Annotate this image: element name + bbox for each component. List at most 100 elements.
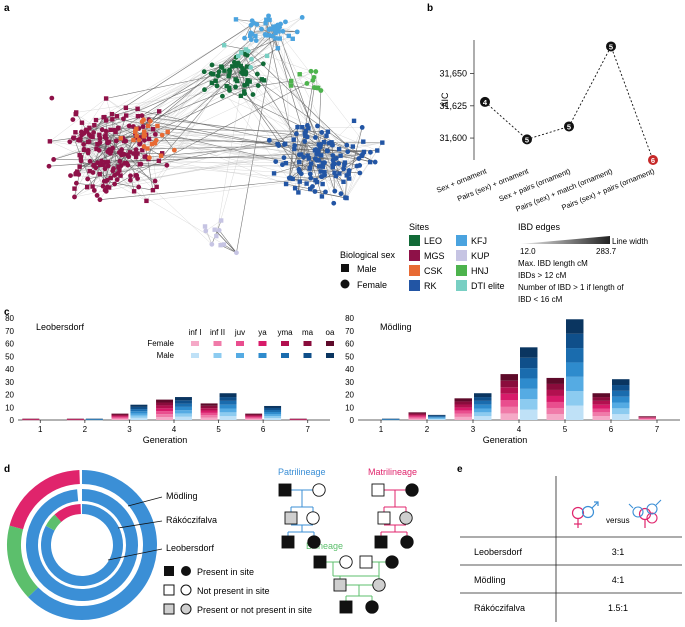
ibd-edge xyxy=(127,164,156,182)
male-node xyxy=(213,78,218,84)
male-node xyxy=(73,111,78,117)
not-present-label: Not present in site xyxy=(197,586,270,596)
leobersdorf-male-bar-segment xyxy=(130,411,148,414)
ibd-edge xyxy=(269,139,294,141)
male-node xyxy=(361,139,366,144)
bilineage-title: Bilineage xyxy=(306,541,343,551)
female-node xyxy=(296,166,302,172)
female-node xyxy=(97,197,103,203)
female-node xyxy=(68,173,73,178)
leobersdorf-female-bar-segment xyxy=(200,412,218,416)
leobersdorf-male-bar-segment xyxy=(130,417,148,420)
male-node xyxy=(108,151,113,156)
site-swatch-leo xyxy=(409,235,420,246)
moedling-female-bar-segment xyxy=(638,418,656,419)
male-node xyxy=(218,218,224,223)
moedling-male-bar-segment xyxy=(612,385,630,391)
leobersdorf-female-bar-segment xyxy=(156,399,173,403)
leobersdorf-ytick-label: 20 xyxy=(5,391,14,400)
leobersdorf-male-bar-segment xyxy=(130,409,148,412)
leobersdorf-female-bar-segment xyxy=(200,408,218,411)
female-node xyxy=(266,137,272,143)
aic-point-label: 4 xyxy=(483,98,488,107)
male-node xyxy=(271,24,276,29)
male-node xyxy=(156,158,162,164)
ring-label-leobersdorf: Leobersdorf xyxy=(166,543,215,553)
male-node xyxy=(77,152,82,158)
ibd-edge xyxy=(49,98,107,142)
moedling-male-bar-segment xyxy=(428,414,446,416)
female-node xyxy=(117,158,123,164)
female-node xyxy=(123,138,129,144)
female-node xyxy=(254,71,260,77)
male-node xyxy=(145,146,150,151)
male-node xyxy=(247,79,252,84)
female-node xyxy=(136,137,142,143)
moedling-male-bar-segment xyxy=(428,417,446,418)
ibd-edge xyxy=(95,15,269,121)
female-node xyxy=(127,177,133,183)
leobersdorf-female-bar-segment xyxy=(245,418,263,420)
female-node xyxy=(310,184,315,189)
female-node xyxy=(114,177,120,183)
male-node xyxy=(101,162,106,168)
male-node xyxy=(275,46,281,51)
ibd-edge xyxy=(245,71,292,82)
female-node xyxy=(203,228,209,234)
ibd-line-width-label: Line width xyxy=(612,237,648,246)
leobersdorf-female-bar-segment xyxy=(111,414,129,416)
leobersdorf-male-bar-segment xyxy=(264,405,282,408)
female-node xyxy=(139,113,145,119)
ibd-edge xyxy=(106,72,230,99)
male-node xyxy=(145,123,151,129)
panel-label-b: b xyxy=(427,3,433,14)
moedling-ytick-label: 10 xyxy=(345,403,354,412)
moedling-xtick-label: 2 xyxy=(425,425,430,434)
male-node xyxy=(159,151,165,156)
mixed-sex-cluster-icon xyxy=(628,499,662,528)
male-node xyxy=(117,168,122,173)
female-node xyxy=(209,62,215,68)
male-node xyxy=(114,114,120,119)
male-node xyxy=(152,140,158,146)
female-node xyxy=(281,155,287,161)
male-age-swatch xyxy=(213,353,222,358)
male-node xyxy=(224,84,229,89)
pedigree-diagrams: Patrilineage Matrilineage Bilineage xyxy=(278,467,419,614)
leobersdorf-xtick-label: 5 xyxy=(216,425,221,434)
site-label-kup: KUP xyxy=(471,251,490,261)
female-node xyxy=(331,200,337,206)
male-node xyxy=(291,137,296,142)
male-node xyxy=(320,181,325,187)
female-node xyxy=(111,166,116,172)
legend-sites-title: Sites xyxy=(409,222,430,232)
female-node xyxy=(201,69,207,75)
ibd-edge xyxy=(87,117,104,154)
ratio-table: Leobersdorf 3:1 Mödling 4:1 Rákóczifalva… xyxy=(460,476,682,622)
male-node xyxy=(91,162,97,168)
ibd-edge xyxy=(148,158,350,171)
female-node xyxy=(104,184,110,190)
matri-father xyxy=(377,511,391,525)
moedling-female-bar-segment xyxy=(546,383,564,390)
ibd-edge xyxy=(150,120,279,146)
ibd-edge xyxy=(75,137,124,175)
aic-series-line xyxy=(484,45,654,161)
ibd-edge xyxy=(136,35,256,139)
female-node xyxy=(266,13,271,19)
panel-label-c: c xyxy=(4,307,10,318)
female-node xyxy=(368,149,373,155)
ibd-title: IBD edges xyxy=(518,222,561,232)
female-node xyxy=(67,139,73,145)
female-node xyxy=(276,143,282,148)
patri-father xyxy=(284,511,298,525)
male-age-swatch xyxy=(326,353,334,358)
moedling-female-bar-segment xyxy=(500,393,518,401)
female-age-swatch xyxy=(326,341,334,346)
matri-daughter xyxy=(400,535,414,549)
moedling-ytick-label: 30 xyxy=(345,378,354,387)
male-row-label: Male xyxy=(157,351,175,360)
male-node xyxy=(243,47,249,52)
ibd-edge xyxy=(93,117,104,133)
leobersdorf-male-bar-segment xyxy=(264,417,282,420)
